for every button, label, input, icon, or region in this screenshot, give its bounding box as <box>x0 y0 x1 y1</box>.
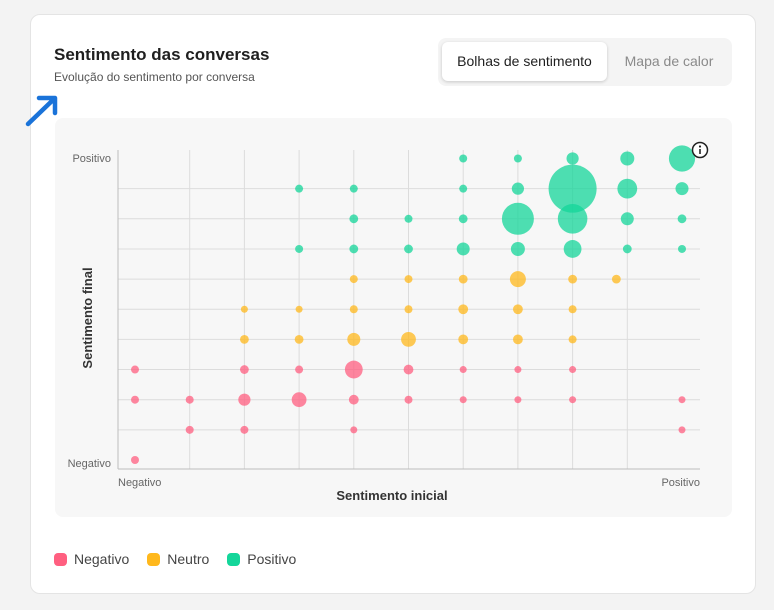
bubble-neutro[interactable] <box>404 305 413 314</box>
bubble-positivo[interactable] <box>513 154 522 163</box>
arrow-up-right-icon <box>25 95 58 127</box>
bubble-negativo[interactable] <box>295 365 304 374</box>
bubble-negativo[interactable] <box>238 393 251 406</box>
bubble-neutro[interactable] <box>295 305 303 313</box>
x-tick-max: Positivo <box>661 477 700 489</box>
y-tick-max: Positivo <box>72 153 111 165</box>
bubble-positivo[interactable] <box>456 242 470 256</box>
bubble-positivo[interactable] <box>459 154 468 163</box>
bubble-positivo[interactable] <box>349 184 358 193</box>
bubble-neutro[interactable] <box>349 305 358 314</box>
legend-label: Negativo <box>74 551 130 567</box>
bubble-negativo[interactable] <box>403 364 414 375</box>
bubble-positivo[interactable] <box>404 214 413 223</box>
bubble-neutro[interactable] <box>240 335 249 344</box>
tab-heatmap[interactable]: Mapa de calor <box>624 53 714 69</box>
bubble-negativo[interactable] <box>678 396 686 404</box>
bubble-neutro[interactable] <box>458 334 469 345</box>
bubble-positivo[interactable] <box>349 244 359 254</box>
bubble-negativo[interactable] <box>459 396 467 404</box>
bubble-negativo[interactable] <box>185 425 194 434</box>
bubble-negativo[interactable] <box>348 394 359 405</box>
bubble-positivo[interactable] <box>678 244 686 253</box>
legend-swatch-negative <box>54 552 67 566</box>
bubble-neutro[interactable] <box>568 335 577 344</box>
bubble-positivo[interactable] <box>349 214 359 224</box>
bubble-positivo[interactable] <box>548 164 597 213</box>
bubble-neutro[interactable] <box>240 305 248 313</box>
bubble-positivo[interactable] <box>511 182 524 195</box>
legend-item-neutral[interactable]: Neutro <box>147 551 209 567</box>
bubble-neutro[interactable] <box>347 332 361 346</box>
bubble-negativo[interactable] <box>514 396 522 404</box>
bubble-positivo[interactable] <box>677 214 687 224</box>
bubble-negativo[interactable] <box>350 426 358 434</box>
bubble-neutro[interactable] <box>458 274 468 284</box>
bubble-positivo[interactable] <box>295 244 304 253</box>
bubble-chart: Positivo Negativo Negativo Positivo Sent… <box>68 141 709 503</box>
bubble-positivo[interactable] <box>510 241 525 256</box>
card-subtitle: Evolução do sentimento por conversa <box>54 70 255 84</box>
bubble-neutro[interactable] <box>568 274 577 284</box>
tab-sentiment-bubbles[interactable]: Bolhas de sentimento <box>442 42 607 81</box>
bubble-negativo[interactable] <box>514 366 522 374</box>
bubble-neutro[interactable] <box>404 275 413 284</box>
bubble-negativo[interactable] <box>185 395 194 404</box>
bubble-positivo[interactable] <box>295 184 304 193</box>
bubble-neutro[interactable] <box>611 274 621 284</box>
bubble-negativo[interactable] <box>459 366 467 374</box>
bubble-positivo[interactable] <box>675 182 689 196</box>
legend-item-negative[interactable]: Negativo <box>54 551 129 567</box>
bubble-neutro[interactable] <box>568 305 577 314</box>
y-axis-label: Sentimento final <box>80 267 95 368</box>
bubble-negativo[interactable] <box>240 365 249 374</box>
bubble-positivo[interactable] <box>620 212 634 226</box>
x-tick-min: Negativo <box>118 477 161 489</box>
bubble-negativo[interactable] <box>569 396 577 404</box>
bubble-negativo[interactable] <box>678 426 686 434</box>
bubble-negativo[interactable] <box>240 425 249 434</box>
bubble-positivo[interactable] <box>617 178 638 199</box>
bubble-neutro[interactable] <box>513 334 523 345</box>
legend-swatch-positive <box>227 552 241 566</box>
bubble-positivo[interactable] <box>563 240 582 258</box>
bubble-neutro[interactable] <box>509 271 526 288</box>
bubble-negativo[interactable] <box>404 395 413 404</box>
bubble-neutro[interactable] <box>513 304 523 315</box>
bubble-positivo[interactable] <box>404 244 413 254</box>
bubble-negativo[interactable] <box>569 366 577 374</box>
bubble-positivo[interactable] <box>668 145 696 172</box>
bubble-neutro[interactable] <box>401 332 416 347</box>
bubble-negativo[interactable] <box>344 360 363 379</box>
bubble-positivo[interactable] <box>501 202 534 235</box>
bubble-negativo[interactable] <box>131 395 139 404</box>
bubble-positivo[interactable] <box>459 184 468 193</box>
legend-label: Positivo <box>247 551 297 567</box>
bubble-positivo[interactable] <box>566 152 579 165</box>
chart-panel: Positivo Negativo Negativo Positivo Sent… <box>55 118 732 517</box>
legend-label: Neutro <box>167 551 210 567</box>
bubble-positivo[interactable] <box>622 244 632 254</box>
bubble-negativo[interactable] <box>291 392 307 408</box>
bubble-negativo[interactable] <box>131 456 139 464</box>
chart-legend: Negativo Neutro Positivo <box>54 551 296 567</box>
card-title: Sentimento das conversas <box>54 45 270 64</box>
legend-swatch-neutral <box>147 552 161 566</box>
bubble-neutro[interactable] <box>294 335 304 344</box>
bubble-negativo[interactable] <box>131 365 139 374</box>
info-icon[interactable] <box>691 141 709 159</box>
bubble-positivo[interactable] <box>620 151 635 166</box>
bubble-positivo[interactable] <box>458 214 468 224</box>
y-tick-min: Negativo <box>68 458 111 470</box>
bubbles <box>131 145 696 464</box>
bubble-neutro[interactable] <box>458 304 469 315</box>
x-axis-label: Sentimento inicial <box>336 488 447 503</box>
view-toggle: Bolhas de sentimento Mapa de calor <box>438 38 732 86</box>
legend-item-positive[interactable]: Positivo <box>227 551 296 567</box>
bubble-neutro[interactable] <box>349 275 358 284</box>
